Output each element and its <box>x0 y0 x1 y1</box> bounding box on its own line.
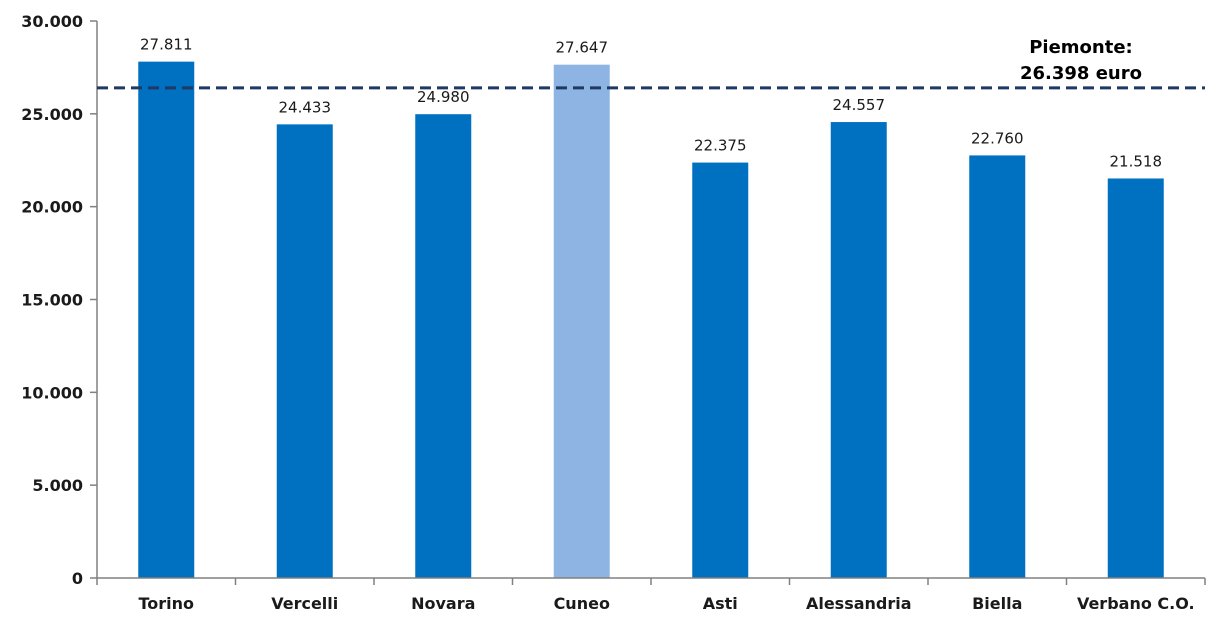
y-tick-label: 25.000 <box>21 105 83 124</box>
bar-alessandria <box>830 122 887 579</box>
x-tick-label: Verbano C.O. <box>1077 594 1195 613</box>
x-axis: Torino Vercelli Novara Cuneo Asti Alessandria… <box>96 577 1206 613</box>
x-tick-label: Biella <box>972 594 1022 613</box>
x-tick-label: Vercelli <box>271 594 338 613</box>
data-label: 24.980 <box>417 88 470 106</box>
data-label: 24.557 <box>833 96 886 114</box>
y-tick-label: 10.000 <box>21 383 83 402</box>
bars: 27.811 24.433 24.980 27.647 22.375 24.557 22.7… <box>138 36 1164 579</box>
data-label: 24.433 <box>279 98 332 116</box>
reference-line-label: 26.398 euro <box>1020 63 1142 84</box>
y-tick-label: 30.000 <box>21 12 83 31</box>
y-tick-label: 5.000 <box>32 476 83 495</box>
data-label: 27.811 <box>140 36 193 54</box>
y-tick-label: 20.000 <box>21 198 83 217</box>
y-tick-label: 0 <box>72 569 83 588</box>
x-tick-label: Asti <box>703 594 738 613</box>
bar-verbano-c-o- <box>1107 178 1164 578</box>
x-tick-label: Novara <box>411 594 475 613</box>
bar-vercelli <box>276 124 333 579</box>
y-axis: 0 5.000 10.000 15.000 20.000 25.000 30.000 <box>21 12 98 588</box>
reference-line-label: Piemonte: <box>1029 37 1133 58</box>
x-tick-label: Alessandria <box>806 594 912 613</box>
bar-biella <box>969 155 1026 578</box>
data-label: 27.647 <box>556 39 609 57</box>
y-tick-label: 15.000 <box>21 291 83 310</box>
bar-cuneo <box>553 64 610 578</box>
data-label: 21.518 <box>1110 152 1163 170</box>
x-tick-label: Torino <box>138 594 194 613</box>
bar-torino <box>138 61 195 578</box>
data-label: 22.760 <box>971 129 1024 147</box>
data-label: 22.375 <box>694 137 747 155</box>
x-tick-label: Cuneo <box>554 594 610 613</box>
bar-novara <box>415 114 472 579</box>
bar-asti <box>692 162 749 578</box>
reference-line-group: Piemonte: 26.398 euro <box>97 37 1205 90</box>
